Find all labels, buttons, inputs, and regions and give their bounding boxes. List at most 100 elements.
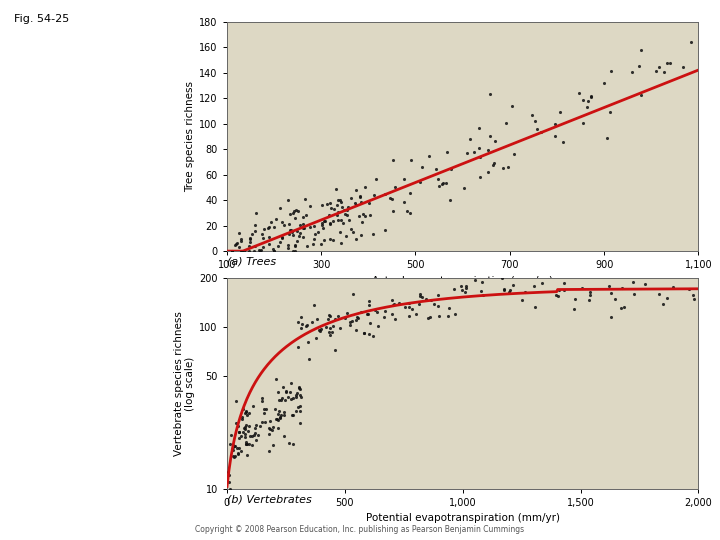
Point (325, 330, 336, 339)
Point (554, 107, 566, 116)
Point (237, 413, 248, 422)
Point (320, 323, 331, 332)
Point (265, 218, 276, 226)
Point (536, 279, 548, 287)
Point (316, 201, 328, 210)
Point (606, 66, 617, 75)
Point (407, 305, 418, 313)
Point (249, 220, 261, 229)
Point (354, 192, 366, 201)
Point (535, 127, 546, 136)
X-axis label: Actual evapotranspiration (mm/yr): Actual evapotranspiration (mm/yr) (372, 276, 553, 286)
Point (307, 239, 318, 248)
Text: Fig. 54-25: Fig. 54-25 (14, 14, 70, 24)
Point (332, 312, 343, 320)
Point (233, 450, 244, 458)
Point (577, 119, 589, 128)
Point (223, 478, 235, 487)
Point (268, 247, 279, 255)
Point (278, 431, 289, 440)
Point (346, 224, 357, 233)
Point (414, 178, 426, 187)
Point (344, 321, 356, 329)
Point (441, 148, 453, 157)
Point (662, 58, 673, 67)
Point (258, 408, 269, 417)
Point (324, 218, 336, 227)
Point (326, 328, 338, 336)
Point (683, 285, 695, 293)
Point (292, 206, 304, 215)
Point (498, 285, 510, 294)
Point (268, 223, 279, 232)
Point (225, 431, 236, 440)
Point (585, 288, 596, 297)
Point (438, 179, 449, 187)
Point (243, 247, 255, 255)
Point (267, 244, 279, 253)
Point (282, 243, 294, 252)
Point (387, 206, 398, 215)
Point (609, 295, 621, 303)
Point (455, 282, 467, 291)
Point (306, 318, 318, 327)
Point (264, 417, 276, 426)
Point (284, 387, 296, 396)
Point (293, 402, 305, 411)
Point (228, 441, 239, 450)
Point (246, 230, 258, 238)
Point (633, 61, 644, 70)
Point (289, 242, 301, 251)
Point (256, 393, 267, 402)
Point (468, 148, 480, 157)
Point (293, 231, 305, 240)
Point (321, 200, 333, 208)
Point (271, 414, 282, 423)
Point (387, 296, 398, 305)
Point (605, 313, 616, 321)
Point (233, 427, 244, 436)
Point (313, 325, 325, 334)
Point (325, 220, 336, 228)
Point (341, 210, 353, 219)
Point (287, 440, 299, 448)
Point (297, 220, 309, 228)
Point (423, 313, 434, 322)
Point (278, 221, 289, 230)
Point (264, 240, 275, 248)
Point (324, 198, 336, 207)
Point (583, 296, 595, 305)
Point (286, 226, 297, 234)
Point (358, 329, 369, 338)
Point (653, 63, 665, 71)
Point (379, 307, 391, 315)
Point (235, 235, 247, 244)
Point (263, 430, 274, 439)
Point (347, 289, 359, 298)
Point (300, 322, 312, 330)
Point (428, 300, 439, 308)
Point (356, 308, 367, 316)
Point (351, 315, 362, 324)
Point (294, 229, 306, 238)
Point (275, 411, 287, 420)
Point (241, 410, 253, 419)
Point (256, 396, 268, 405)
Point (332, 201, 343, 210)
Point (584, 291, 595, 300)
Point (364, 301, 375, 309)
Point (378, 313, 390, 321)
Point (230, 397, 242, 406)
Point (316, 221, 328, 230)
Point (423, 152, 434, 160)
Point (249, 241, 261, 250)
Point (228, 451, 239, 460)
Point (240, 408, 252, 416)
Point (369, 305, 380, 314)
Point (459, 184, 470, 193)
Point (459, 287, 470, 296)
Point (248, 401, 259, 410)
Point (240, 438, 251, 447)
Point (629, 289, 640, 298)
Point (292, 318, 304, 327)
